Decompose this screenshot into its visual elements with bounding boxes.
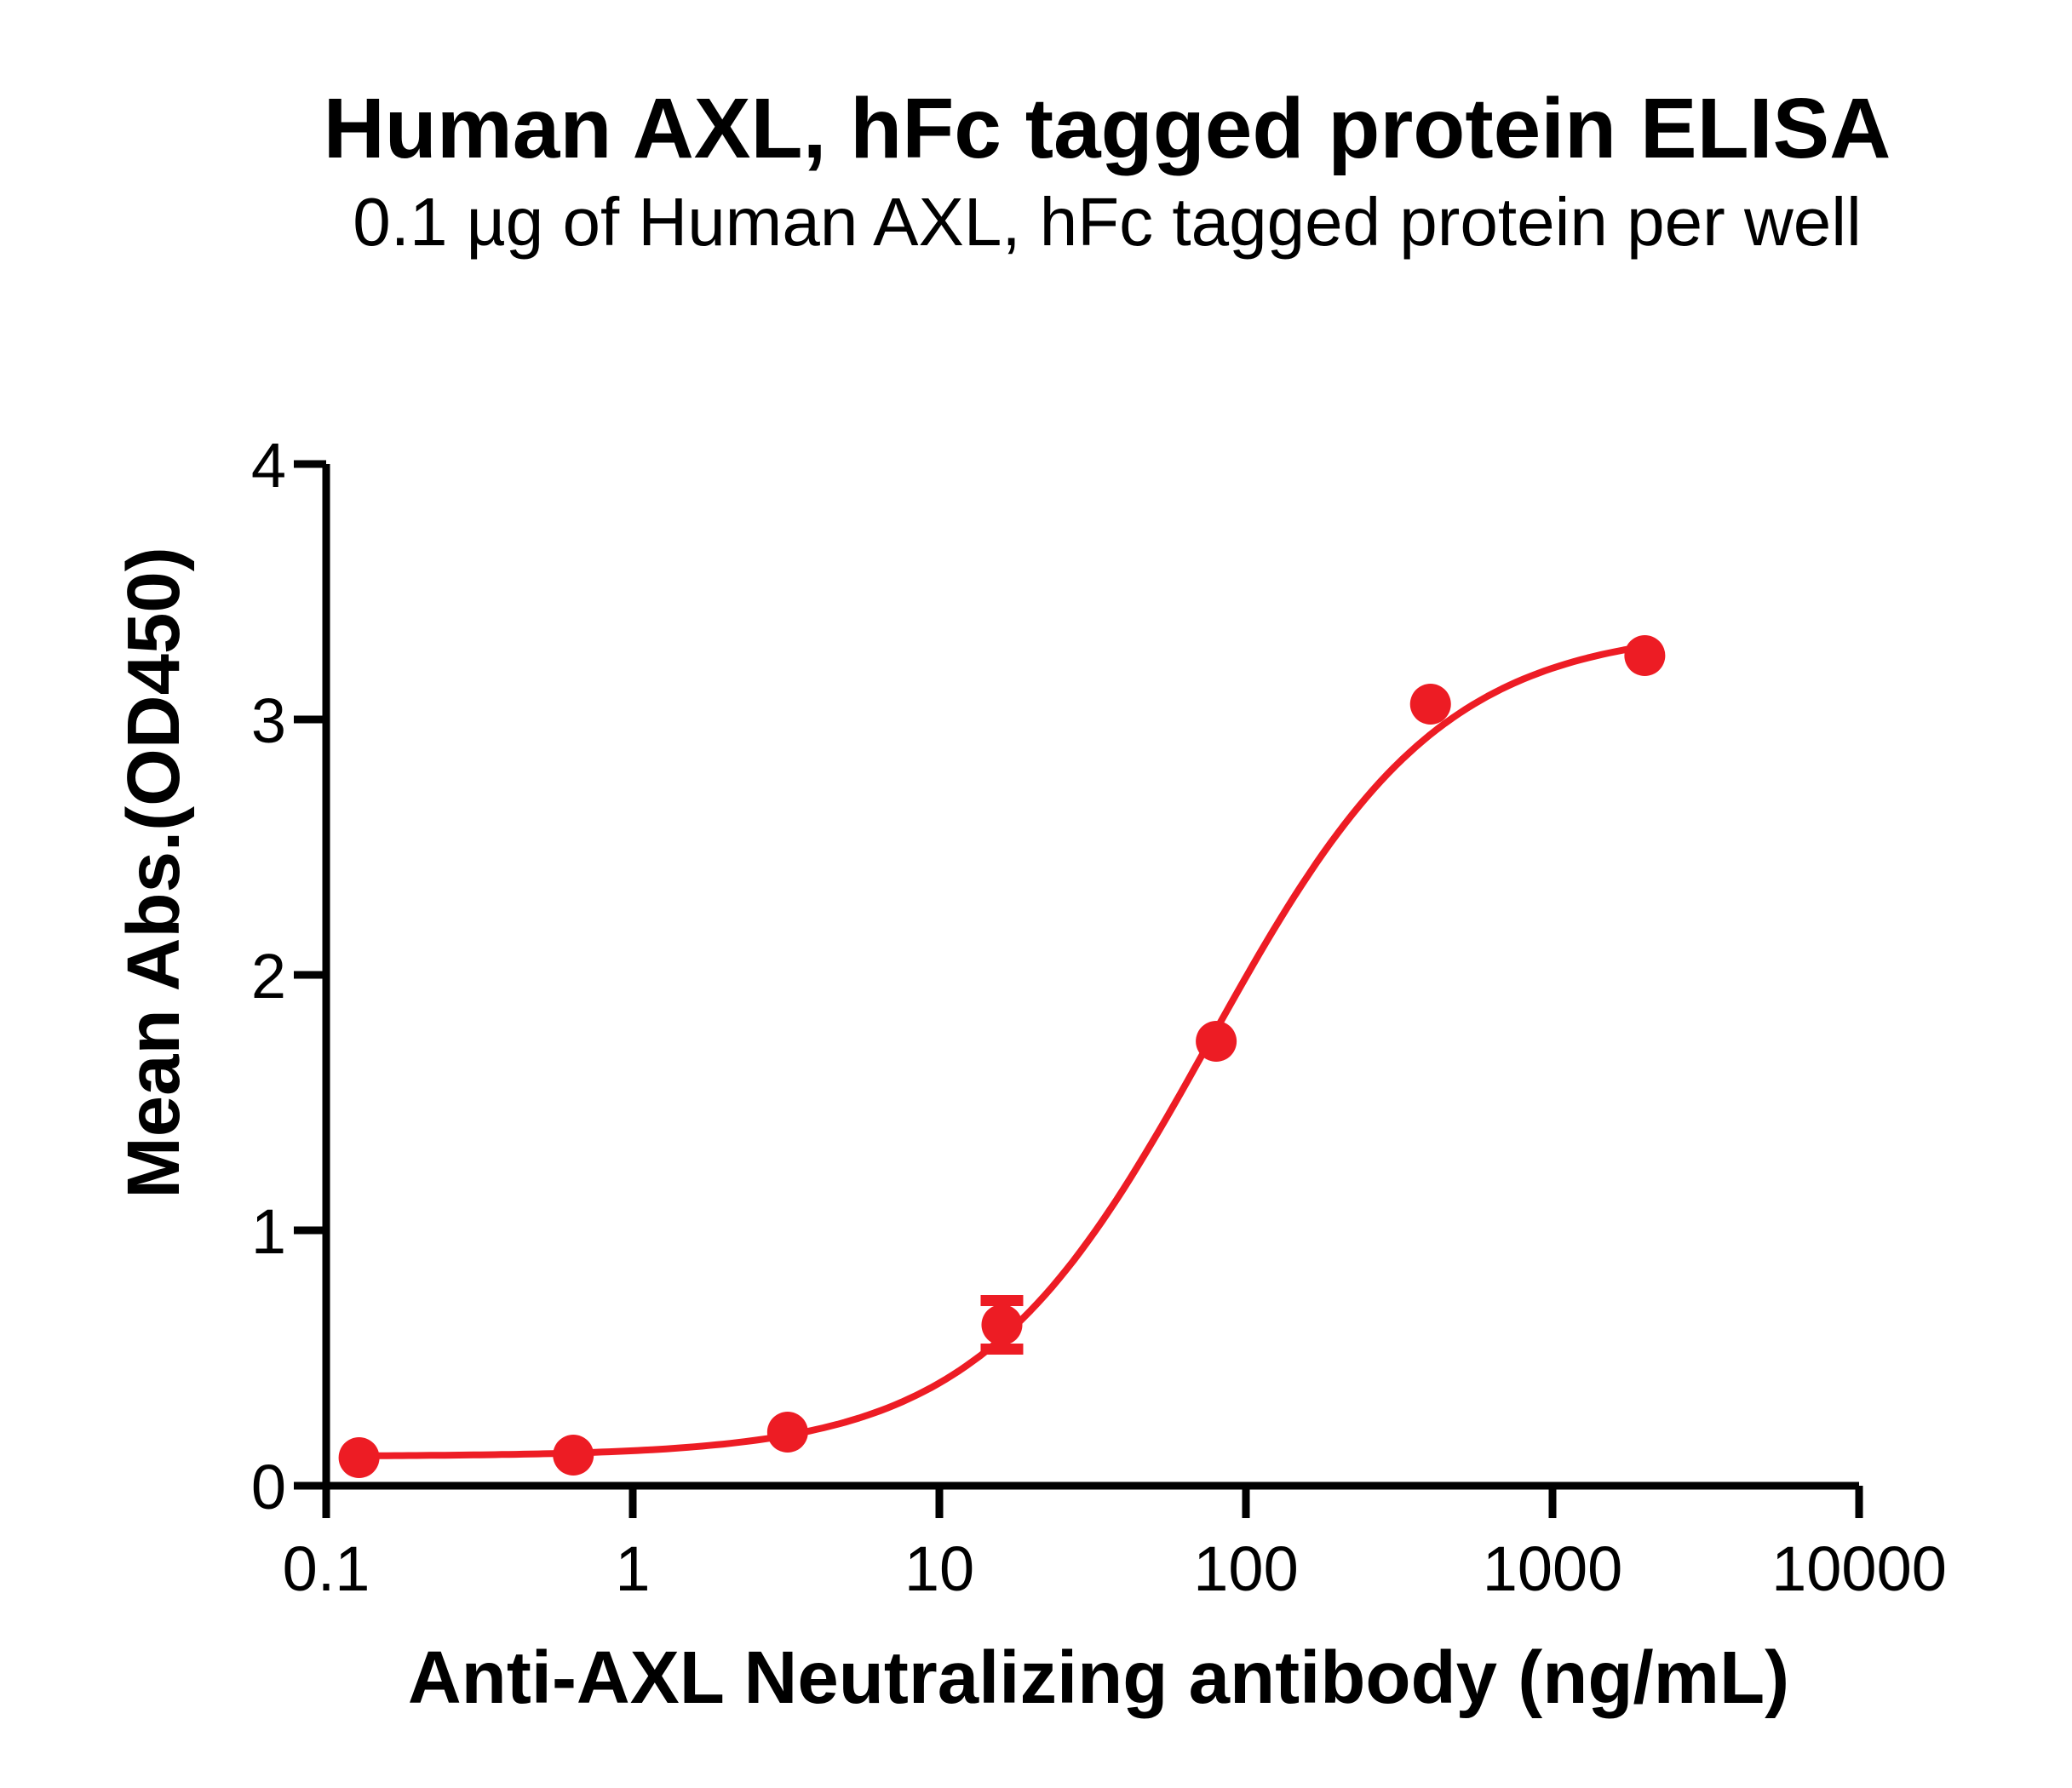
data-point (1409, 684, 1451, 725)
data-point (1624, 635, 1666, 676)
data-point (1196, 1021, 1237, 1062)
y-tick-label: 3 (251, 685, 286, 756)
x-axis-title: Anti-AXL Neutralizing antibody (ng/mL) (408, 1636, 1789, 1719)
chart-title: Human AXL, hFc tagged protein ELISA (324, 81, 1891, 176)
data-point (338, 1437, 380, 1478)
x-tick-label: 0.1 (283, 1533, 370, 1604)
x-tick-label: 10000 (1771, 1533, 1947, 1604)
y-tick-label: 0 (251, 1452, 286, 1522)
data-point (766, 1412, 808, 1453)
x-tick-label: 1000 (1483, 1533, 1623, 1604)
x-tick-label: 10 (904, 1533, 974, 1604)
y-tick-label: 2 (251, 941, 286, 1011)
x-tick-label: 1 (615, 1533, 650, 1604)
y-tick-label: 1 (251, 1196, 286, 1267)
data-point (981, 1304, 1023, 1345)
x-tick-label: 100 (1193, 1533, 1298, 1604)
y-tick-label: 4 (251, 430, 286, 501)
y-axis-title: Mean Abs.(OD450) (112, 547, 195, 1198)
chart-subtitle: 0.1 µg of Human AXL, hFc tagged protein … (353, 184, 1862, 260)
plot-area: 0.1 1 10 100 1000 10000 0 1 2 3 4 (251, 430, 1947, 1604)
data-point (553, 1435, 594, 1476)
